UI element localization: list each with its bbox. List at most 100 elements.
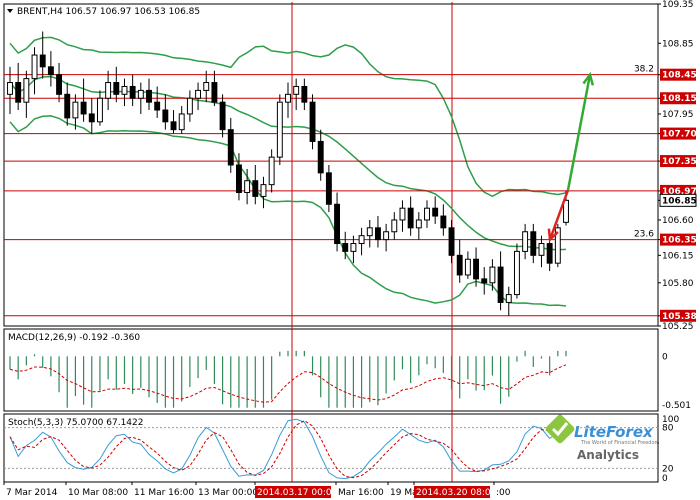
candle-body-13 [113, 82, 120, 95]
price-label-4: 107.95 [662, 110, 694, 120]
stoch-main-line [9, 418, 567, 480]
price-label-9: 106.60 [662, 216, 694, 226]
price-label-11: 106.15 [662, 251, 694, 261]
price-badge-6: 107.35 [662, 157, 697, 167]
price-label-0: 109.35 [662, 0, 694, 10]
candle-body-42 [350, 243, 357, 252]
bollinger-upper [9, 36, 567, 198]
candle-body-26 [219, 101, 226, 131]
macd-pane [3, 328, 659, 412]
candle-body-0 [7, 82, 13, 95]
candle-body-58 [481, 278, 488, 284]
candle-body-48 [399, 207, 406, 221]
forecast-arrow-down-head [547, 228, 559, 243]
price-label-14: 105.25 [662, 322, 694, 332]
candle-body-29 [244, 180, 251, 193]
stoch-axis-2: 20 [662, 464, 674, 474]
macd-axis-1: -0.501 [662, 401, 691, 411]
candle-body-36 [301, 85, 308, 103]
candle-body-3 [31, 54, 38, 80]
logo-mark-icon [545, 414, 575, 444]
candle-body-34 [285, 93, 291, 103]
price-badge-2: 108.45 [662, 71, 697, 81]
candle-body-11 [96, 97, 103, 123]
bollinger-lower [9, 115, 567, 307]
candle-body-30 [252, 180, 259, 197]
candle-body-66 [546, 243, 553, 264]
candle-body-16 [137, 89, 144, 99]
candle-body-39 [325, 172, 332, 205]
candle-body-12 [105, 82, 112, 99]
candle-body-21 [178, 113, 185, 131]
candle-body-22 [186, 97, 193, 115]
candle-body-59 [489, 266, 496, 284]
x-label-5: Mar 16:00 [338, 488, 384, 498]
candle-body-2 [23, 78, 30, 103]
forecast-arrow-down-shaft [548, 189, 570, 241]
candle-body-17 [146, 89, 152, 103]
candle-body-45 [374, 227, 381, 241]
price-badge-3: 108.15 [662, 94, 697, 104]
candle-body-25 [211, 82, 218, 103]
fib-label-1: 23.6 [634, 230, 654, 240]
candle-body-52 [432, 207, 439, 217]
candle-body-41 [342, 243, 349, 252]
candle-body-23 [195, 89, 202, 99]
candle-body-27 [227, 129, 234, 166]
candle-body-9 [80, 101, 87, 115]
price-badge-bg-3 [660, 92, 696, 105]
candle-body-55 [456, 254, 463, 276]
stoch-axis-3: 0 [662, 474, 668, 484]
candle-body-40 [334, 203, 341, 245]
candle-body-10 [88, 113, 95, 123]
bollinger-middle [9, 75, 567, 251]
x-label-4: 2014.03.17 00:00 [257, 488, 338, 498]
logo-check-icon [551, 422, 569, 437]
candle-body-24 [203, 82, 210, 91]
price-badge-13: 105.38 [662, 312, 697, 322]
candle-body-68 [563, 199, 569, 223]
candle-body-61 [505, 294, 512, 303]
price-badge-bg-2 [660, 68, 696, 81]
candle-body-57 [473, 258, 480, 280]
symbol-header: BRENT,H4 106.57 106.97 106.53 106.85 [17, 7, 200, 17]
x-label-0: 7 Mar 2014 [6, 488, 58, 498]
candle-body-18 [154, 101, 161, 111]
candle-body-60 [497, 266, 504, 303]
price-badge-bg-13 [660, 309, 696, 322]
stoch-axis-0: 100 [662, 415, 679, 425]
x-label-3: 13 Mar 00:00 [198, 488, 258, 498]
current-price-bg [659, 193, 697, 207]
symbol-dropdown-icon [7, 9, 13, 13]
candle-body-62 [513, 250, 520, 296]
price-badge-bg-10 [660, 233, 696, 246]
candle-body-51 [424, 207, 430, 221]
candle-body-54 [448, 227, 455, 256]
candle-body-67 [554, 227, 561, 264]
logo-name: LiteForex [574, 423, 654, 441]
candle-body-50 [415, 219, 422, 229]
x-label-bg-4 [255, 486, 331, 498]
candle-body-5 [47, 66, 54, 76]
candle-body-64 [530, 231, 537, 256]
price-badge-7: 106.97 [662, 187, 697, 197]
logo-product: Analytics [577, 448, 639, 462]
candle-body-63 [522, 231, 529, 252]
candle-body-4 [39, 54, 46, 68]
candle-body-6 [56, 74, 63, 95]
candle-body-20 [170, 121, 177, 131]
candle-body-1 [15, 82, 22, 103]
macd-signal-line [9, 364, 567, 403]
candle-body-56 [464, 258, 471, 276]
candle-body-28 [235, 164, 242, 193]
candle-body-31 [260, 184, 267, 197]
price-badge-bg-5 [660, 127, 696, 140]
candle-body-44 [366, 227, 373, 237]
candle-body-46 [383, 231, 390, 241]
stoch-signal-line [9, 420, 567, 479]
candle-body-14 [121, 85, 128, 95]
logo-tagline: The World of Financial Freedom [580, 440, 660, 446]
candle-body-53 [440, 215, 447, 229]
